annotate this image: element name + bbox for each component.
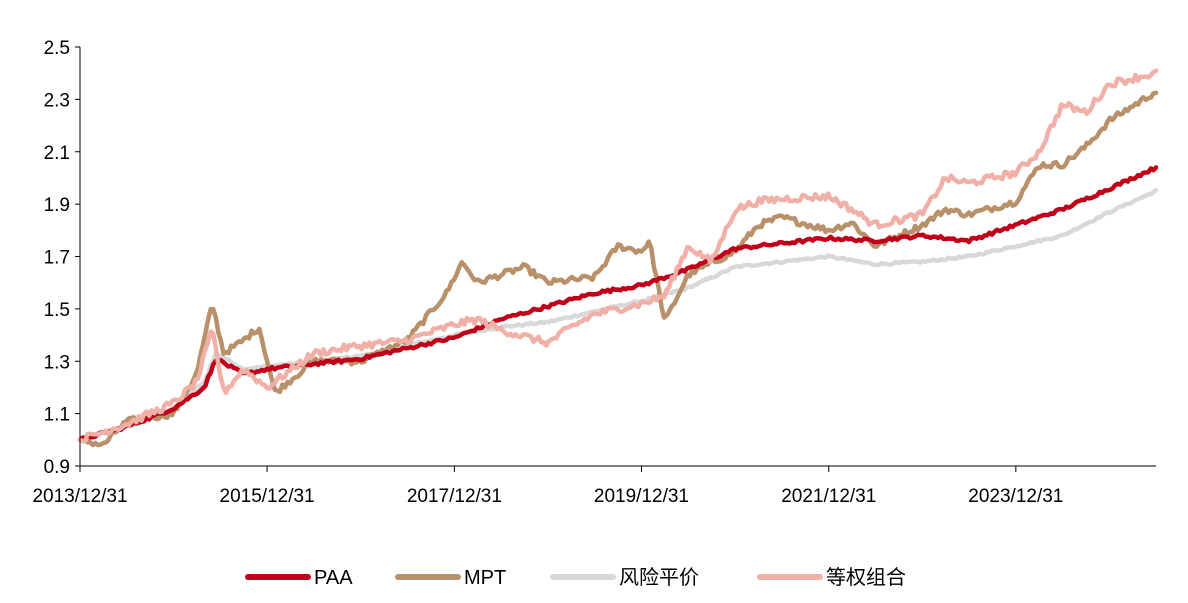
- y-tick-label: 2.1: [44, 143, 70, 164]
- legend-label-3: 等权组合: [826, 566, 906, 589]
- legend-label-2: 风险平价: [619, 566, 699, 589]
- axes: 0.9 1.1 1.3 1.5 1.7 1.9 2.1 2.3 2.5 2013/12/31 201…: [32, 38, 1156, 507]
- y-tick-label: 1.5: [44, 300, 70, 321]
- y-tick-label: 1.1: [44, 405, 70, 426]
- x-tick-label: 2017/12/31: [407, 486, 502, 507]
- y-tick-label: 1.7: [44, 248, 70, 269]
- y-tick-label: 2.5: [44, 38, 70, 59]
- series-line-1: [77, 90, 1159, 448]
- series-line-2: [77, 187, 1159, 443]
- plot-area: [77, 68, 1159, 448]
- y-tick-label: 1.3: [44, 352, 70, 373]
- x-tick-label: 2021/12/31: [781, 486, 876, 507]
- x-tick-label: 2023/12/31: [968, 486, 1063, 507]
- y-tick-label: 1.9: [44, 195, 70, 216]
- x-tick-label: 2015/12/31: [220, 486, 315, 507]
- legend: PAA MPT 风险平价 等权组合: [245, 566, 906, 589]
- y-tick-label: 2.3: [44, 90, 70, 111]
- series-line-0: [77, 165, 1159, 443]
- series-line-3: [77, 68, 1159, 444]
- x-tick-label: 2013/12/31: [32, 486, 127, 507]
- x-tick-label: 2019/12/31: [594, 486, 689, 507]
- legend-label-0: PAA: [314, 567, 353, 589]
- legend-label-1: MPT: [464, 567, 506, 589]
- y-tick-label: 0.9: [44, 457, 70, 478]
